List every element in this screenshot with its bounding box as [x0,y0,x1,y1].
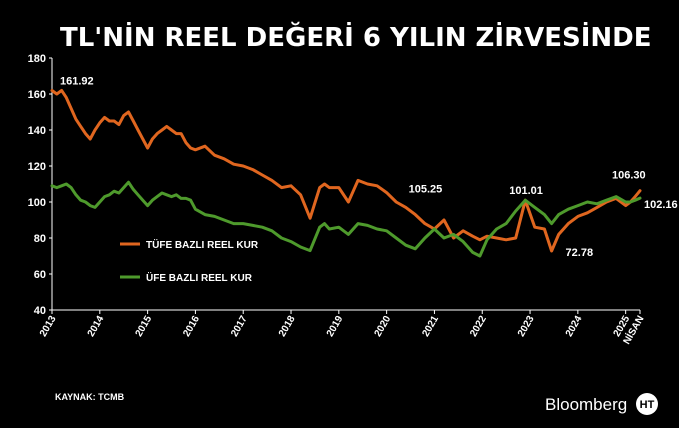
x-tick-label: 2023 [516,314,537,339]
x-tick-label: 2015 [134,314,155,339]
y-tick-labels: 180 160 140 120 100 80 60 40 [28,53,52,317]
series-lines [50,88,642,258]
x-tick-label: 2013 [38,314,59,339]
legend-label-tufe: TÜFE BAZLI REEL KUR [146,238,259,251]
data-label: 105.25 [409,184,443,196]
x-tick-label: 2019 [325,314,346,339]
x-tick-label: 2024 [564,314,585,339]
ht-logo-letters: HT [640,399,655,411]
y-tick-label: 140 [28,125,46,137]
data-annotations: 161.92 105.25 101.01 72.78 106.30 102.16 [60,76,678,259]
series-line-ufe [50,180,642,258]
x-tick-label: 2014 [86,314,107,339]
data-label: 102.16 [644,199,678,211]
x-tick-labels: 2013 2014 2015 2016 2017 2018 2019 2020 2021 2022… [38,310,647,346]
y-tick-label: 160 [28,89,46,101]
x-tick-label: 2018 [277,314,298,339]
y-tick-label: 80 [34,233,46,245]
y-tick-label: 40 [34,305,46,317]
legend: TÜFE BAZLI REEL KUR ÜFE BAZLI REEL KUR [120,238,259,284]
x-tick-label: 2021 [420,314,441,339]
x-tick-label: 2016 [181,314,202,339]
data-label: 106.30 [612,170,646,182]
brand-name: Bloomberg [545,395,627,414]
source-label: KAYNAK: TCMB [55,392,125,402]
x-tick-label: 2020 [373,314,394,339]
y-tick-label: 120 [28,161,46,173]
y-tick-label: 60 [34,269,46,281]
chart-title: TL'NİN REEL DEĞERİ 6 YILIN ZİRVESİNDE [60,21,652,53]
x-tick-label: 2022 [468,314,489,339]
y-tick-label: 180 [28,53,46,65]
legend-label-ufe: ÜFE BAZLI REEL KUR [146,271,253,284]
series-line-tufe [50,88,642,253]
data-label: 101.01 [509,185,543,197]
bloomberg-ht-logo: Bloomberg HT [545,393,658,415]
data-label: 161.92 [60,76,94,88]
ht-logo-icon [636,393,658,415]
data-label: 72.78 [566,247,594,259]
y-tick-label: 100 [28,197,46,209]
x-tick-label: 2017 [229,314,250,339]
